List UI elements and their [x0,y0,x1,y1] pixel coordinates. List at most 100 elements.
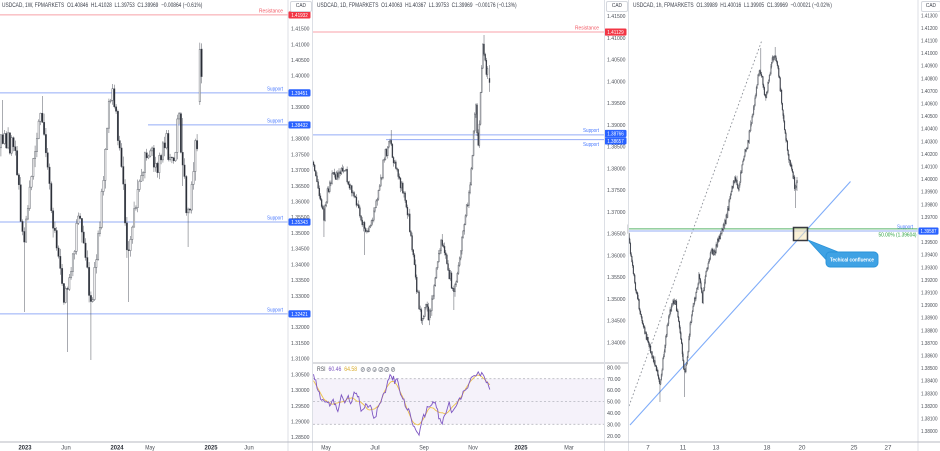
candle-body [474,113,476,132]
ascending-trendline[interactable] [629,181,851,426]
candle-body [410,231,412,236]
candle-body [701,288,703,293]
price-axis-label: 1.40000 [607,79,626,85]
candle-body [333,172,336,175]
time-axis-label: 13 [713,444,720,451]
candle-body [722,224,724,231]
candle-body [365,228,367,232]
candle-body [699,274,701,279]
candle-body [387,146,389,156]
highlight-box[interactable] [792,226,809,242]
candle-body [53,227,56,231]
time-axis-label: 27 [885,444,892,451]
candle-body [775,56,777,61]
candle-body [414,264,417,278]
price-axis[interactable]: 1.41500 1.41000 1.40500 1.40000 1.39000 1.380… [291,27,310,442]
time-axis-label: 20 [799,444,806,451]
rsi-indicator-button-icon[interactable] [384,366,390,372]
currency-button[interactable]: CAD [605,1,628,12]
callout-bubble[interactable] [825,251,879,268]
candle-body [717,238,719,247]
candle-body [639,308,641,312]
time-axis[interactable]: 7 11 13 18 20 25 27 [646,444,892,451]
rsi-indicator-button-icon[interactable] [372,366,378,372]
support-price-tag[interactable] [288,310,311,318]
support-price-tag[interactable] [604,137,627,145]
price-axis[interactable]: 1.41300 1.41200 1.41100 1.41000 1.40900 1.408… [921,13,938,435]
currency-button[interactable]: CAD [289,1,312,12]
currency-button[interactable]: CAD [920,1,940,12]
candle-body [398,176,401,179]
candle-body [178,113,181,120]
candle-body [448,269,450,280]
candle-body [385,149,388,156]
price-axis-label: 1.38600 [921,354,938,360]
candle-body [188,208,191,211]
candle-body [390,140,392,145]
rsi-indicator-button-icon[interactable] [360,366,365,372]
support-price-tag[interactable] [288,218,311,226]
candle-body [777,65,779,69]
candle-body [691,311,693,316]
candle-body [771,57,773,63]
support-price-tag[interactable] [604,129,627,138]
support-price-tag[interactable] [288,89,311,97]
candle-body [346,169,348,182]
candle-body [784,129,786,134]
price-axis[interactable]: 1.41500 1.41000 1.40500 1.40000 1.39500 1.390… [607,14,626,346]
candle-body [149,150,152,157]
candle-body [326,188,329,203]
candle-body [339,171,341,175]
candle-body [708,259,710,264]
price-axis-label: 1.38300 [921,391,938,397]
candle-body [477,132,479,146]
candle-body [79,215,82,219]
candle-body [688,334,691,340]
rsi-indicator-button-icon[interactable] [378,366,384,372]
time-axis[interactable]: 2023 Jun 2024 May 2025 Jun [19,444,255,451]
price-axis-label: 1.39300 [921,265,938,271]
candle-body [692,305,694,312]
price-axis-label: 1.40800 [921,76,938,82]
resistance-price-tag[interactable] [604,28,627,36]
resistance-price-tag[interactable] [288,11,311,19]
candle-body [446,254,448,264]
candle-body [381,177,383,179]
candle-body [147,155,150,159]
price-axis-label: 1.41000 [921,51,938,57]
candle-body [663,351,665,357]
candle-body [642,323,644,327]
candle-body [111,88,114,101]
support-price-tag[interactable] [288,121,311,129]
candle-body [453,288,455,292]
time-axis-label: Jun [61,444,71,451]
rsi-indicator-header: RSI 60.46 64.58 [317,366,397,373]
support-price-tag[interactable] [918,227,939,235]
time-axis-label: Sep [419,444,429,451]
candle-body [95,259,98,268]
rsi-indicator-button-icon[interactable] [366,366,371,372]
candle-body [678,316,680,322]
candle-body [438,253,440,263]
candle-body [10,137,13,154]
rsi-indicator-button-icon[interactable] [390,366,396,372]
time-axis[interactable]: May Jul Sep Nov 2025 Mar [321,444,574,451]
price-axis-label: 1.34500 [607,319,626,325]
candle-body [488,78,491,83]
ohlc-high: H1.41028 [90,1,112,9]
price-axis-label: 1.39500 [921,240,938,246]
candle-body [745,148,747,151]
candle-body [196,140,199,150]
candle-body [748,130,750,143]
dotted-trendline[interactable] [628,39,763,407]
candle-body [758,74,760,77]
candle-body [89,295,92,302]
price-axis-label: 1.31500 [291,341,310,347]
candle-body [362,222,365,226]
candle-body [753,105,755,108]
price-axis-label: 1.39000 [607,123,626,129]
candle-body [786,140,788,142]
candle-body [442,245,445,247]
price-axis-label: 1.37500 [291,152,310,158]
candle-body [356,204,359,206]
